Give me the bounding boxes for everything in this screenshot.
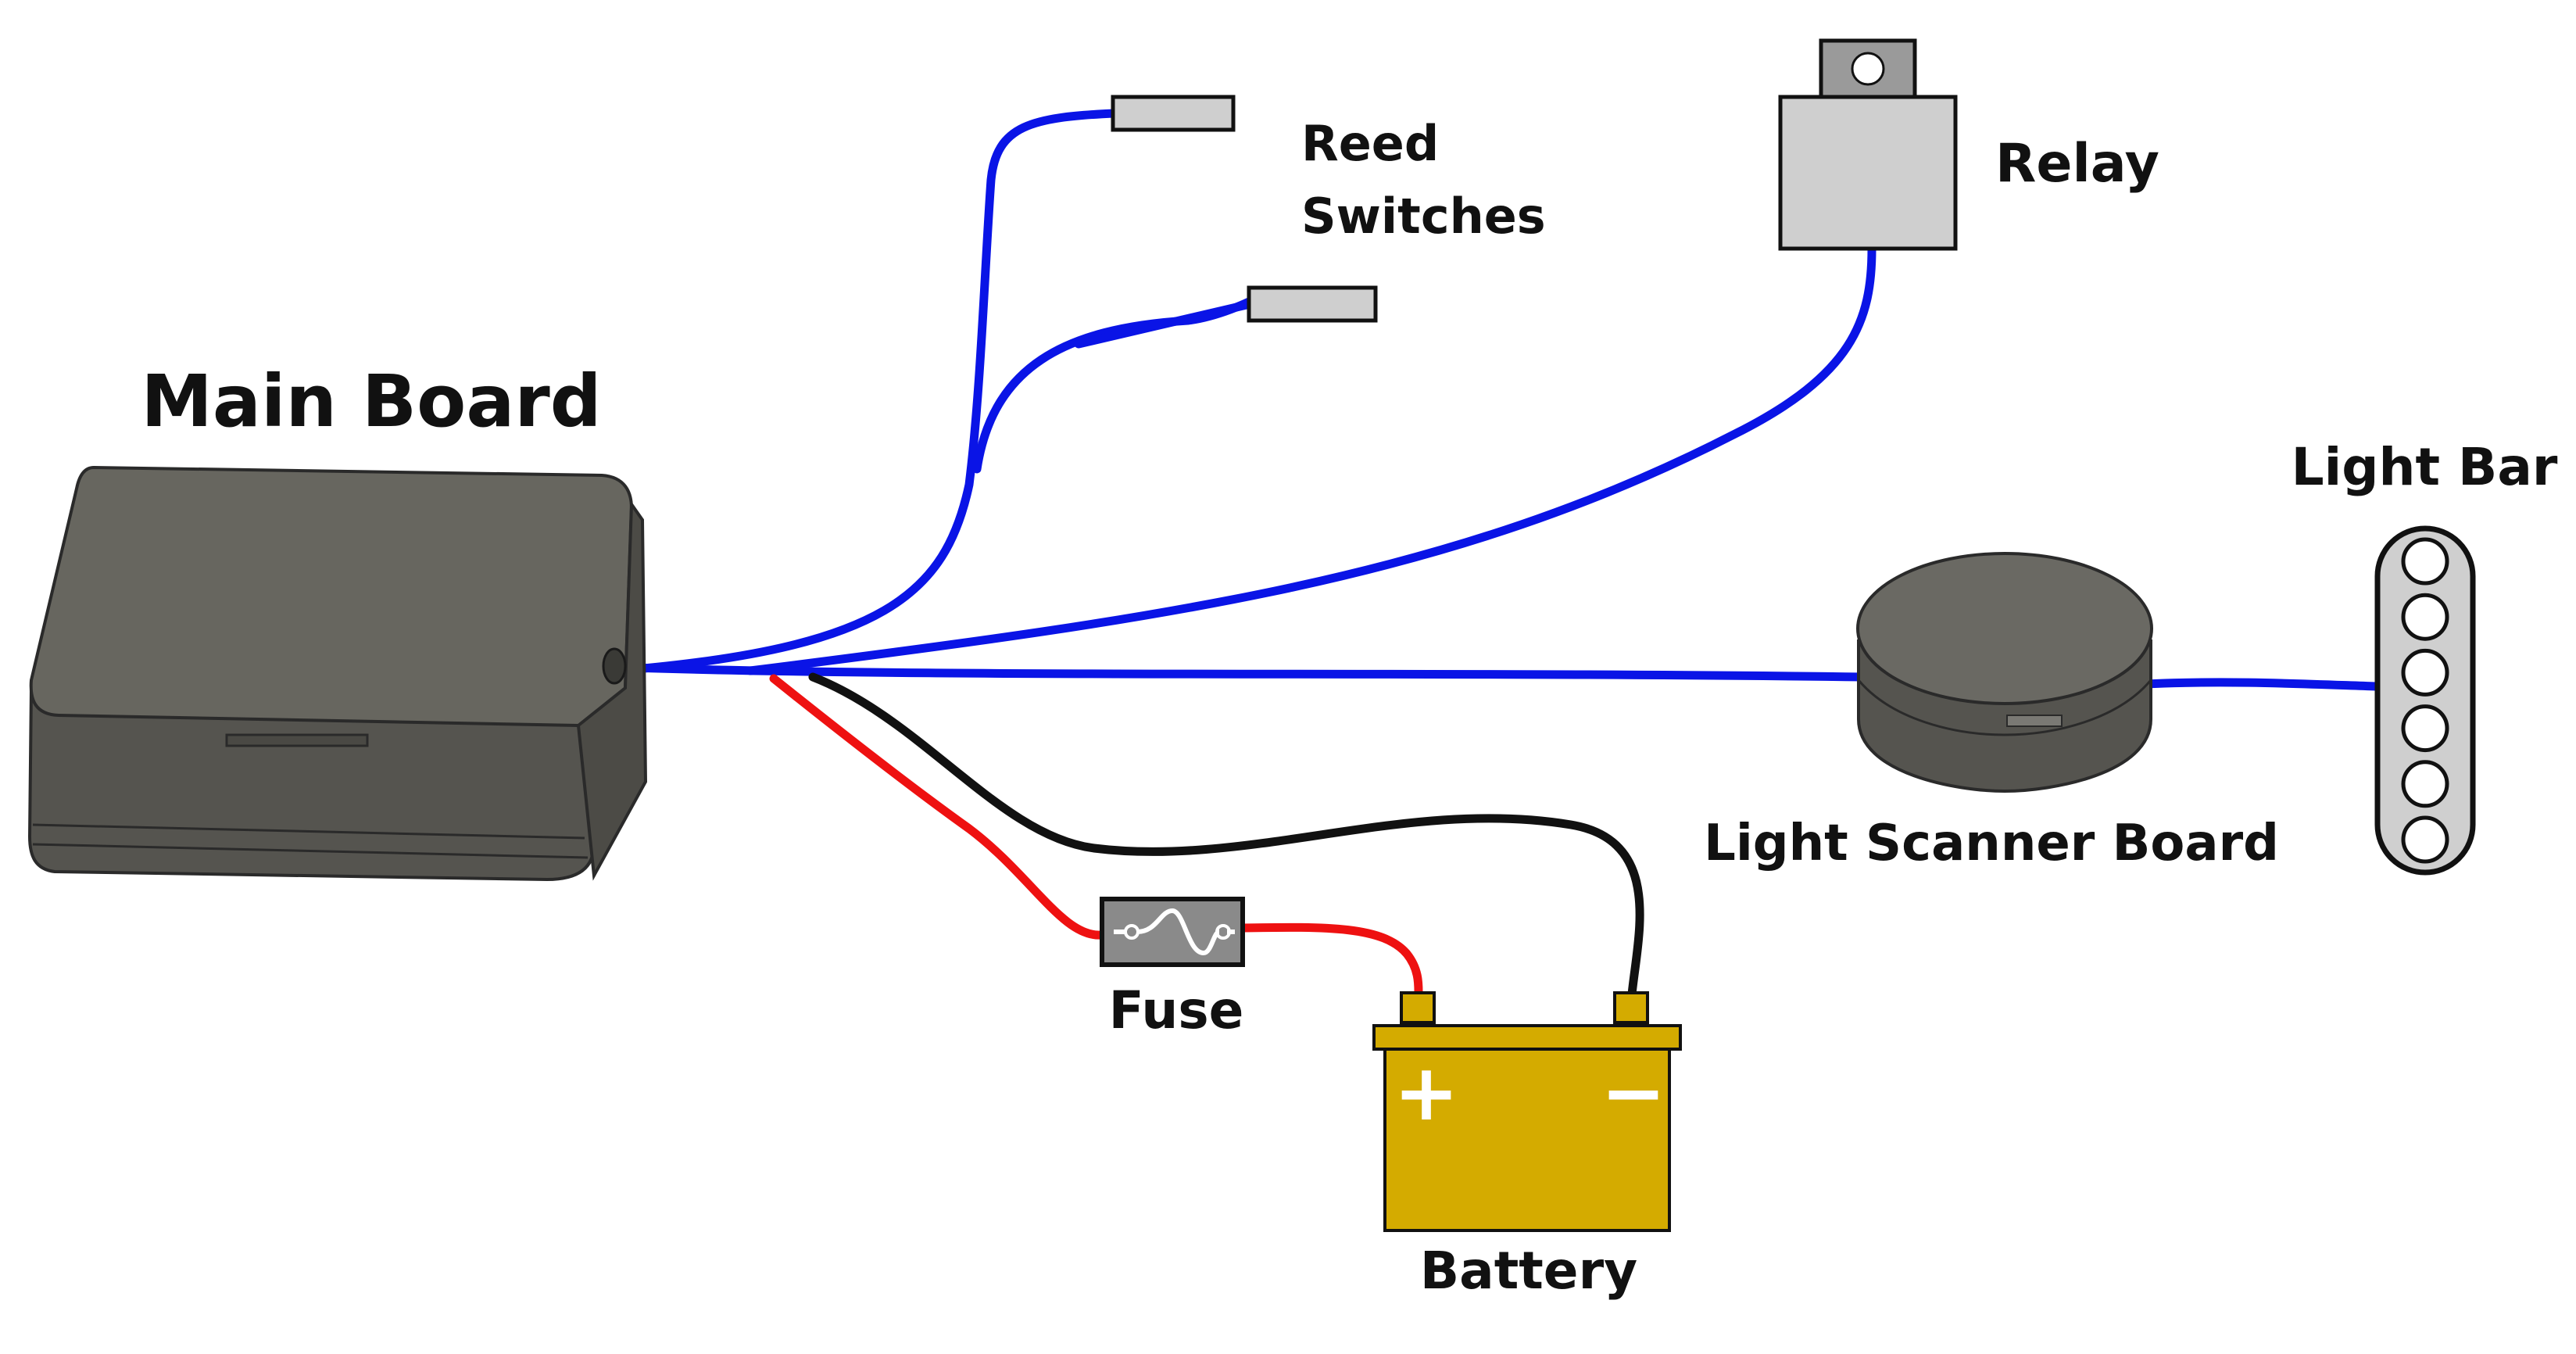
battery-positive-sign: + bbox=[1394, 1047, 1459, 1138]
fuse-contact-right bbox=[1215, 924, 1231, 940]
negative-wire bbox=[808, 672, 1644, 999]
reed-switch-2-wire bbox=[972, 296, 1255, 474]
relay-tab-hole bbox=[1851, 52, 1885, 86]
light-bar-led bbox=[2401, 760, 2449, 808]
reed-switch-2 bbox=[1247, 285, 1378, 323]
light-scanner-board bbox=[1856, 552, 2153, 793]
main-board-side bbox=[576, 499, 648, 881]
light-bar-led bbox=[2401, 648, 2449, 697]
light-bar-wire bbox=[2141, 678, 2381, 691]
light-scanner-board-label: Light Scanner Board bbox=[1704, 815, 2279, 872]
light-bar-body bbox=[2374, 525, 2476, 876]
reed-switch-1-wire bbox=[613, 109, 1118, 675]
light-bar-leds bbox=[2401, 537, 2449, 864]
reed-switches-label-line1: Reed bbox=[1301, 115, 1439, 172]
relay-icon bbox=[1778, 38, 1958, 251]
main-board-seam bbox=[32, 823, 589, 859]
battery-label: Battery bbox=[1420, 1241, 1637, 1301]
reed-switch-1 bbox=[1111, 95, 1236, 132]
relay-wire bbox=[746, 244, 1877, 675]
reed-switch-2-wire-link bbox=[1074, 300, 1251, 349]
main-board-latch bbox=[225, 733, 369, 747]
battery-body bbox=[1383, 1048, 1671, 1232]
light-scanner-port bbox=[2006, 715, 2063, 727]
fuse-contact-left bbox=[1124, 924, 1140, 940]
positive-wire-main bbox=[769, 674, 1107, 940]
light-bar-icon bbox=[2374, 525, 2476, 876]
main-board-label: Main Board bbox=[141, 360, 601, 443]
relay-label: Relay bbox=[1995, 133, 2159, 195]
positive-wire-battery bbox=[1238, 922, 1423, 999]
reed-switches-label-line2: Switches bbox=[1301, 188, 1546, 245]
fuse-label: Fuse bbox=[1109, 980, 1244, 1041]
light-bar-led bbox=[2401, 593, 2449, 641]
relay-body bbox=[1778, 95, 1958, 251]
light-bar-led bbox=[2401, 704, 2449, 753]
battery-terminal-positive bbox=[1400, 991, 1436, 1024]
battery-lid bbox=[1372, 1024, 1682, 1051]
light-bar-led bbox=[2401, 815, 2449, 864]
light-scanner-seam bbox=[1857, 679, 2152, 736]
main-board bbox=[27, 465, 648, 882]
main-board-cable-port bbox=[602, 647, 627, 685]
light-scanner-top bbox=[1856, 552, 2153, 705]
battery-negative-sign: − bbox=[1601, 1047, 1666, 1138]
battery-terminal-negative bbox=[1613, 991, 1649, 1024]
battery-icon: + − bbox=[1372, 991, 1682, 1232]
light-scanner-wire bbox=[605, 662, 1869, 682]
wires bbox=[605, 109, 2381, 999]
reed-switch-icon bbox=[1111, 95, 1378, 323]
light-bar-led bbox=[2401, 537, 2449, 586]
light-bar-label: Light Bar bbox=[2292, 437, 2558, 497]
main-board-top bbox=[29, 465, 634, 728]
fuse-icon bbox=[1100, 897, 1245, 967]
